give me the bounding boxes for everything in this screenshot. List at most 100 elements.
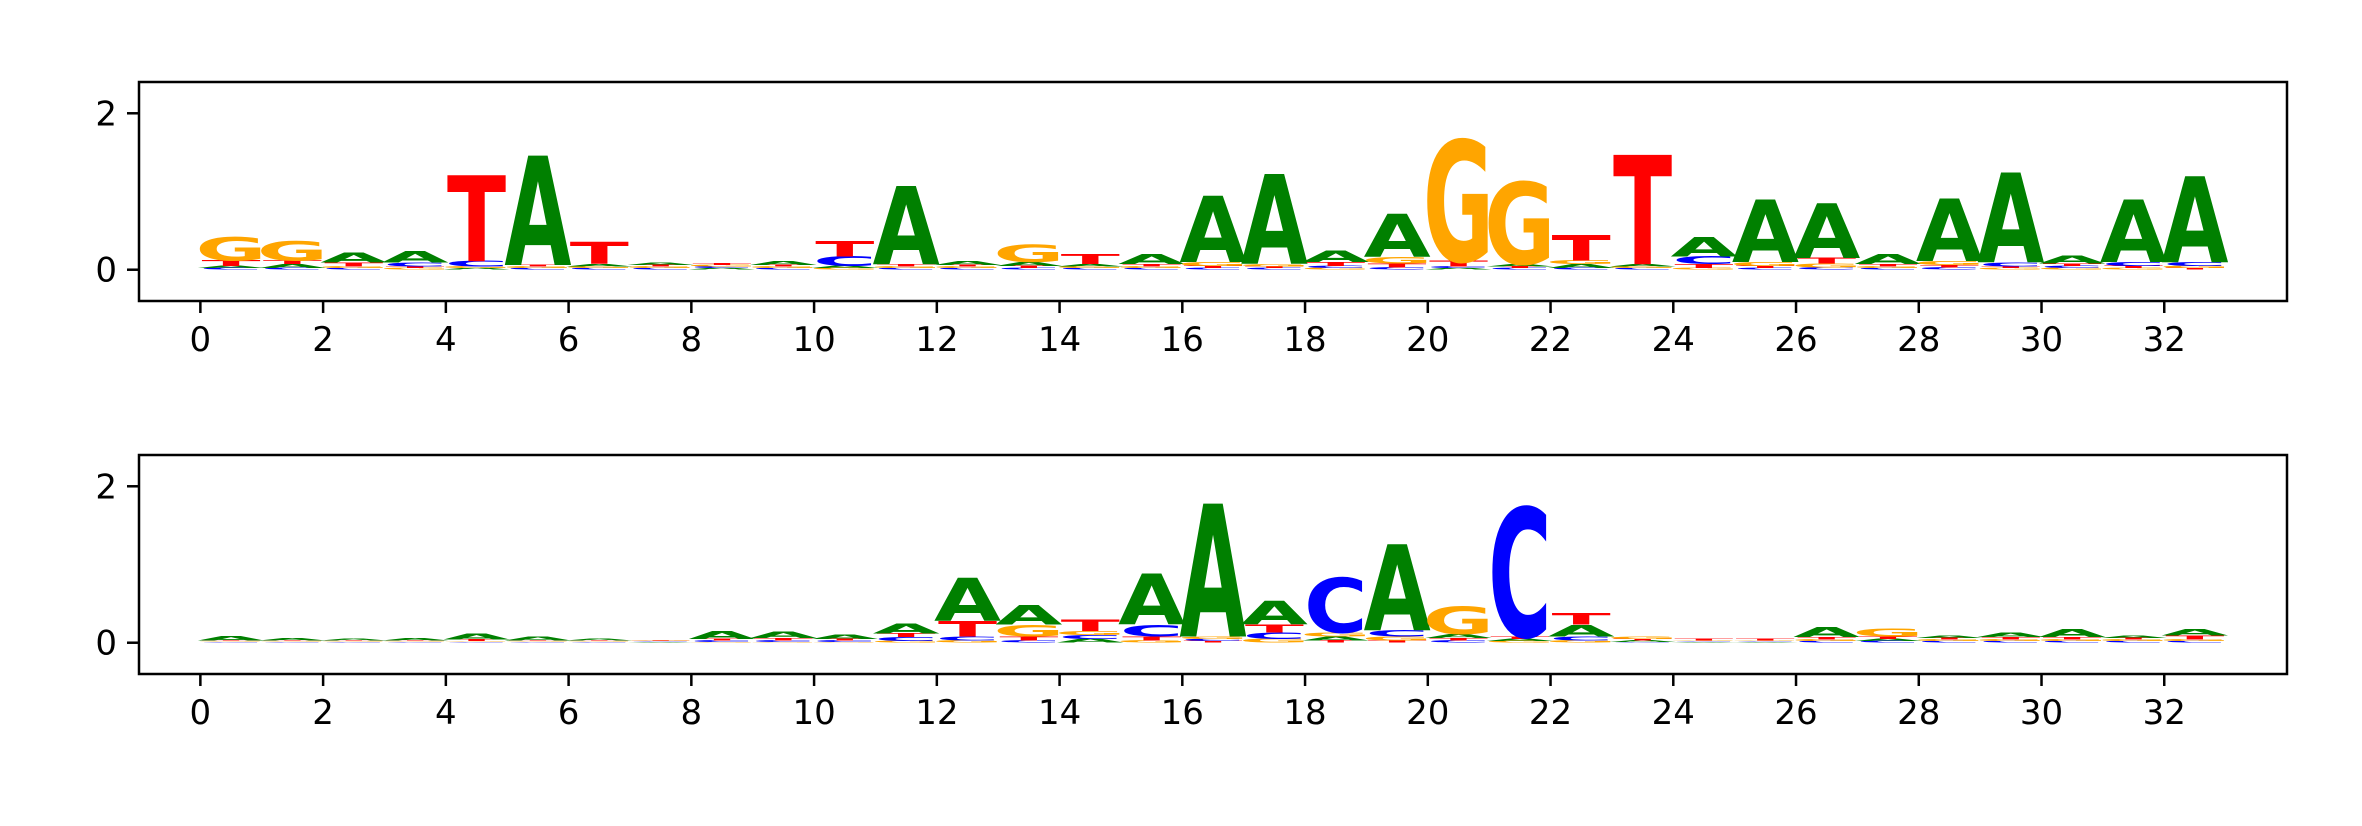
logo-letter-t: T: [1920, 264, 1979, 268]
logo-letter-t: T: [1613, 125, 1672, 300]
logo-letter-a: A: [320, 638, 388, 640]
logo-letter-g: G: [748, 266, 819, 268]
logo-letter-a: A: [1486, 638, 1554, 642]
x-tick-label: 6: [558, 693, 580, 733]
logo-letter-g: G: [1914, 639, 1985, 641]
logo-letter-c: C: [2163, 261, 2227, 267]
logo-letter-c: C: [1795, 641, 1859, 643]
x-tick-label: 12: [915, 320, 958, 360]
logo-letter-a: A: [259, 637, 327, 641]
logo-letter-g: G: [871, 266, 942, 268]
logo-letter-g: G: [441, 641, 512, 642]
logo-letter-a: A: [1732, 183, 1799, 282]
x-tick-label: 22: [1529, 320, 1572, 360]
logo-letter-a: A: [1241, 595, 1309, 632]
logo-letter-c: C: [1979, 262, 2043, 268]
logo-letter-a: A: [1609, 264, 1677, 268]
logo-letter-c: C: [1549, 268, 1613, 270]
logo-letter-a: A: [1486, 264, 1554, 268]
logo-letter-c: C: [997, 640, 1061, 644]
logo-letter-c: C: [752, 640, 816, 642]
logo-letter-a: A: [1302, 635, 1370, 641]
logo-letter-g: G: [2098, 268, 2169, 270]
logo-letter-c: C: [445, 260, 509, 269]
logo-letter-a: A: [689, 268, 757, 270]
logo-letter-a: A: [873, 165, 940, 289]
logo-letter-t: T: [1674, 263, 1733, 269]
logo-letter-c: C: [199, 642, 263, 643]
logo-letter-t: T: [1797, 637, 1856, 641]
logo-letter-a: A: [320, 251, 387, 266]
logo-letter-g: G: [809, 268, 880, 270]
logo-letter-g: G: [1975, 639, 2046, 641]
logo-letter-c: C: [2102, 261, 2166, 267]
logo-letter-g: G: [1116, 266, 1187, 268]
logo-letter-t: T: [386, 266, 445, 268]
logo-letter-g: G: [257, 641, 328, 642]
logo-letter-t: T: [1429, 260, 1488, 269]
logo-letter-c: C: [1120, 621, 1184, 640]
logo-letter-a: A: [566, 264, 634, 268]
logo-letter-t: T: [1736, 638, 1795, 640]
logo-letter-c: C: [2102, 641, 2166, 643]
logo-letter-g: G: [748, 642, 819, 643]
axes-frame-2: [137, 453, 2289, 676]
x-tick-label: 0: [190, 320, 212, 360]
logo-letter-c: C: [1611, 642, 1675, 643]
logo-letter-a: A: [2100, 635, 2168, 639]
logo-letter-t: T: [1306, 640, 1365, 644]
x-tick-label: 2: [312, 693, 334, 733]
x-tick-label: 18: [1283, 693, 1326, 733]
logo-letter-c: C: [383, 642, 447, 643]
logo-letter-a: A: [995, 261, 1063, 267]
logo-letter-t: T: [2165, 268, 2224, 270]
logo-letter-c: C: [1856, 641, 1920, 643]
logo-letter-t: T: [1859, 264, 1918, 268]
logo-letter-g: G: [1055, 266, 1126, 268]
logo-letter-c: C: [1918, 267, 1982, 271]
x-tick-label: 14: [1038, 693, 1081, 733]
logo-letter-g: G: [809, 642, 880, 643]
logo-letter-t: T: [1736, 265, 1795, 269]
logo-letter-a: A: [1179, 177, 1246, 284]
logo-letter-g: G: [257, 236, 328, 267]
logo-letter-a: A: [1425, 268, 1493, 270]
logo-letter-c: C: [1427, 640, 1491, 644]
logo-letter-c: C: [1058, 634, 1122, 640]
logo-letter-g: G: [564, 641, 635, 642]
logo-letter-t: T: [508, 265, 567, 267]
logo-letter-g: G: [1914, 260, 1985, 266]
logo-letter-g: G: [1055, 630, 1126, 636]
logo-letter-t: T: [570, 640, 629, 641]
logo-letter-c: C: [936, 635, 1000, 641]
logo-letter-a: A: [1425, 633, 1493, 639]
logo-letter-g: G: [2159, 639, 2230, 641]
logo-letter-c: C: [1672, 254, 1736, 266]
logo-letter-c: C: [1181, 268, 1245, 270]
logo-letter-c: C: [1365, 267, 1429, 271]
logo-letter-t: T: [631, 639, 690, 640]
logo-letter-t: T: [692, 263, 751, 265]
logo-letter-a: A: [2161, 154, 2228, 291]
logo-letter-t: T: [1183, 265, 1242, 269]
logo-letter-c: C: [813, 254, 877, 269]
logo-letter-a: A: [1364, 522, 1431, 659]
logo-letter-c: C: [1734, 268, 1798, 270]
logo-letter-a: A: [1977, 149, 2044, 292]
logo-letter-a: A: [1548, 621, 1615, 640]
logo-letter-c: C: [2040, 265, 2104, 269]
logo-letter-t: T: [324, 262, 383, 268]
logo-letter-t: T: [386, 640, 445, 641]
logo-letter-c: C: [1795, 267, 1859, 271]
logo-letter-t: T: [938, 616, 997, 641]
logo-letter-c: C: [506, 642, 570, 643]
x-tick-label: 0: [190, 693, 212, 733]
logo-letter-a: A: [1916, 183, 1983, 282]
logo-letter-a: A: [2161, 628, 2229, 638]
logo-letter-t: T: [202, 259, 261, 268]
logo-letter-a: A: [1977, 631, 2045, 638]
x-tick-label: 14: [1038, 320, 1081, 360]
logo-letter-c: C: [1672, 641, 1736, 642]
logo-letter-t: T: [1552, 610, 1612, 629]
logo-letter-t: T: [2104, 265, 2163, 269]
